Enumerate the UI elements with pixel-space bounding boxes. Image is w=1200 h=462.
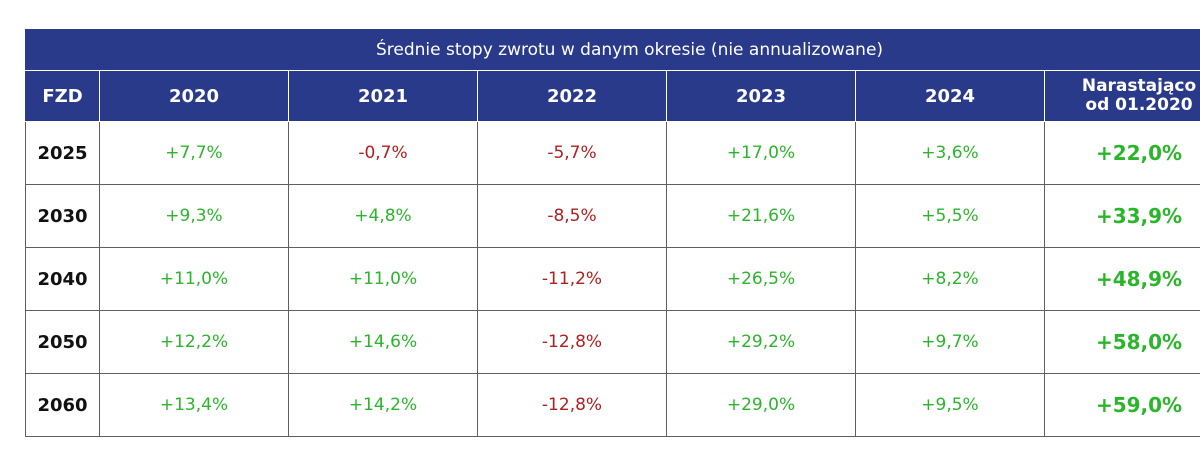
return-cell: +11,0% [99,247,289,311]
header-year: 2021 [288,70,478,122]
cumulative-cell: +48,9% [1043,247,1200,311]
return-cell: +21,6% [666,184,856,248]
header-cumulative-line1: Narastająco [1081,76,1197,96]
return-cell: +14,2% [288,373,478,437]
table-row: 2040 +11,0% +11,0% -11,2% +26,5% +8,2% +… [25,247,1200,311]
returns-table-container: Średnie stopy zwrotu w danym okresie (ni… [24,29,1200,437]
table-title-row: Średnie stopy zwrotu w danym okresie (ni… [24,29,1200,71]
return-cell: +9,5% [855,373,1045,437]
cumulative-cell: +58,0% [1043,310,1200,374]
return-cell: +3,6% [855,121,1045,185]
return-cell: -12,8% [477,373,667,437]
return-cell: -11,2% [477,247,667,311]
return-cell: +29,2% [666,310,856,374]
table-row: 2025 +7,7% -0,7% -5,7% +17,0% +3,6% +22,… [25,121,1200,185]
table-row: 2030 +9,3% +4,8% -8,5% +21,6% +5,5% +33,… [25,184,1200,248]
return-cell: -12,8% [477,310,667,374]
header-cumulative: Narastająco od 01.2020 [1043,70,1200,122]
header-year: 2022 [477,70,667,122]
cumulative-cell: +22,0% [1043,121,1200,185]
return-cell: +17,0% [666,121,856,185]
return-cell: -0,7% [288,121,478,185]
return-cell: -8,5% [477,184,667,248]
return-cell: +9,7% [855,310,1045,374]
fzd-cell: 2060 [25,373,100,437]
header-year: 2023 [666,70,856,122]
header-fzd: FZD [25,70,100,122]
table-row: 2050 +12,2% +14,6% -12,8% +29,2% +9,7% +… [25,310,1200,374]
table-title: Średnie stopy zwrotu w danym okresie (ni… [24,29,1200,71]
return-cell: -5,7% [477,121,667,185]
cumulative-cell: +59,0% [1043,373,1200,437]
fzd-cell: 2030 [25,184,100,248]
cumulative-cell: +33,9% [1043,184,1200,248]
return-cell: +11,0% [288,247,478,311]
header-year: 2024 [855,70,1045,122]
return-cell: +12,2% [99,310,289,374]
return-cell: +9,3% [99,184,289,248]
header-cumulative-line2: od 01.2020 [1085,95,1193,115]
table-header-row: FZD 2020 2021 2022 2023 2024 Narastająco… [25,70,1200,122]
return-cell: +13,4% [99,373,289,437]
fzd-cell: 2040 [25,247,100,311]
return-cell: +26,5% [666,247,856,311]
fzd-cell: 2050 [25,310,100,374]
table-row: 2060 +13,4% +14,2% -12,8% +29,0% +9,5% +… [25,373,1200,437]
return-cell: +29,0% [666,373,856,437]
return-cell: +4,8% [288,184,478,248]
header-year: 2020 [99,70,289,122]
return-cell: +14,6% [288,310,478,374]
return-cell: +8,2% [855,247,1045,311]
return-cell: +5,5% [855,184,1045,248]
return-cell: +7,7% [99,121,289,185]
fzd-cell: 2025 [25,121,100,185]
returns-table: Średnie stopy zwrotu w danym okresie (ni… [24,29,1200,437]
table-body: 2025 +7,7% -0,7% -5,7% +17,0% +3,6% +22,… [25,121,1200,437]
